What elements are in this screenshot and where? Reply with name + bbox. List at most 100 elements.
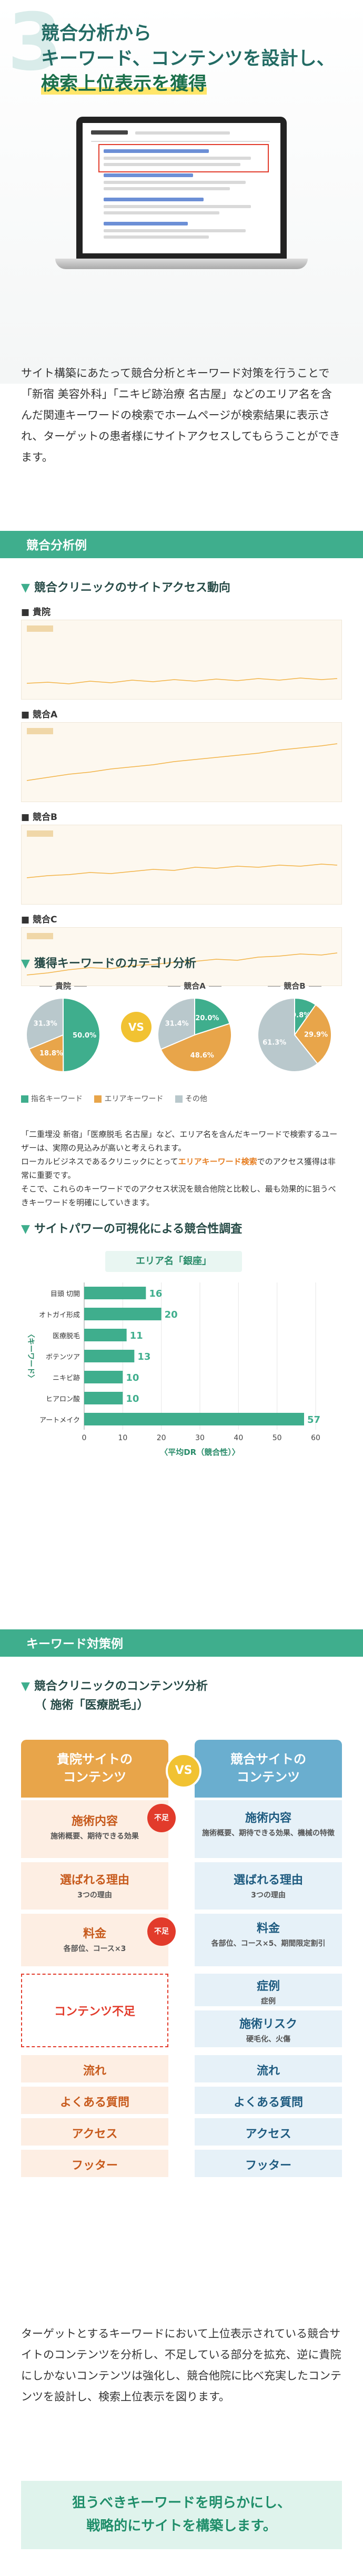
access-graph [26,728,338,781]
subhead-treatment: （ 施術「医療脱毛」） [35,1699,149,1712]
pie-slice-other [257,997,318,1072]
graph-competitor-b: ■ 競合B [21,809,342,905]
subhead-site-power: ▼ サイトパワーの可視化による競合性調査 [21,1223,243,1236]
bar-value-label: 10 [126,1393,139,1404]
pie-slice-label: 9.8% [291,1011,310,1019]
competitor-item: アクセス [195,2118,342,2146]
graph-competitor-c: ■ 競合C [21,912,342,986]
competitor-item: 施術リスク 硬毛化、火傷 [195,2010,342,2047]
bar [84,1329,127,1341]
intro-text: サイト構築にあたって競合分析とキーワード対策を行うことで「新宿 美容外科」「ニキ… [21,367,340,464]
x-tick-label: 10 [118,1434,127,1442]
pie-own: 貴院 50.0% 18.8% 31.3% [21,980,105,1076]
y-axis-label: 〈キーワード〉 [26,1330,35,1382]
pie-slice-label: 31.3% [34,1020,57,1028]
cta-box: 狙うべきキーワードを明らかにし、 戦略的にサイトを構築します。 [21,2481,342,2549]
bar-value-label: 16 [149,1288,162,1299]
y-tick-label: 目頭 切開 [51,1290,80,1298]
subhead-content-analysis: ▼ 競合クリニックのコンテンツ分析 [21,1680,208,1693]
pie-slice-area [294,1004,332,1065]
bar-value-label: 11 [130,1330,143,1341]
y-tick-label: アートメイク [39,1417,80,1424]
search-results-mockup [83,123,280,253]
pie-slice-other [26,997,64,1050]
competitor-item: 選ばれる理由 3つの理由 [195,1862,342,1910]
section-title: 競合分析例 [26,539,87,552]
keyword-note: 「二重埋没 新宿」「医療脱毛 名古屋」など、エリア名を含んだキーワードで検索する… [21,1130,338,1207]
bar [84,1371,123,1383]
hero: 3 競合分析から キーワード、コンテンツを設計し、 検索上位表示を獲得 [0,0,363,384]
competitor-item: 流れ [195,2055,342,2082]
graph-own: ■ 貴院 [21,604,342,700]
x-tick-label: 20 [157,1434,166,1442]
own-item: 料金 各部位、コース×3 [21,1914,168,1966]
x-axis-label: 〈平均DR（競合性）〉 [160,1448,240,1457]
section-band-keyword: キーワード対策例 [0,1629,363,1657]
pie-slice-area [160,1023,232,1072]
section-band-competitor: 競合分析例 [0,531,363,558]
y-tick-label: ニキビ跡 [53,1374,80,1382]
outro-text: ターゲットとするキーワードにおいて上位表示されている競合サイトのコンテンツを分析… [21,2327,341,2403]
bar-value-label: 13 [137,1351,150,1362]
pie-legend: 指名キーワード エリアキーワード その他 [21,1093,342,1104]
own-item: 流れ [21,2055,168,2082]
graph-competitor-a: ■ 競合A [21,707,342,802]
pie-slice-label: 61.3% [263,1039,286,1046]
x-tick-label: 50 [273,1434,282,1442]
competitor-item: よくある質問 [195,2087,342,2114]
pie-slice-label: 50.0% [73,1032,96,1040]
bar [84,1392,123,1404]
x-tick-label: 60 [311,1434,320,1442]
pie-slice-brand [194,997,230,1036]
own-item: フッター [21,2150,168,2177]
area-tag: エリア名「銀座」 [105,1251,242,1272]
y-tick-label: ボテンツア [46,1353,80,1361]
x-tick-label: 40 [234,1434,243,1442]
bar-value-label: 57 [307,1414,320,1425]
x-tick-label: 30 [195,1434,205,1442]
bar [84,1413,304,1425]
bar-value-label: 20 [165,1309,178,1320]
shortage-badge: 不足 [147,1917,176,1946]
competitor-item: 症例 症例 [195,1974,342,2006]
own-item: アクセス [21,2118,168,2146]
pie-slice-area [28,1034,64,1073]
competitor-item: 料金 各部位、コース×5、期間限定割引 [195,1914,342,1966]
pie-slice-label: 48.6% [190,1052,214,1060]
pie-slice-other [157,997,195,1050]
subhead-access-trend: ▼ 競合クリニックのサイトアクセス動向 [21,581,230,594]
y-tick-label: オトガイ形成 [39,1311,80,1319]
own-item: よくある質問 [21,2087,168,2114]
own-content-head: 貴院サイトの コンテンツ [21,1740,168,1798]
pie-slice-label: 18.8% [39,1050,63,1058]
bar [84,1287,146,1299]
y-tick-label: 医療脱毛 [53,1332,80,1340]
pie-competitor-a: 競合A 20.0% 48.6% 31.4% [153,980,237,1076]
laptop-illustration [55,117,308,290]
access-graph [26,830,338,878]
vs-badge: VS [166,1753,201,1789]
section-title: キーワード対策例 [26,1637,123,1651]
bar [84,1308,162,1320]
competitor-item: 施術内容 施術概要、期待できる効果、機械の特徴 [195,1800,342,1858]
own-item: 施術内容 施術概要、期待できる効果 [21,1800,168,1858]
pie-slice-brand [63,997,101,1073]
pie-slice-label: 31.4% [165,1020,189,1028]
access-graph [26,625,338,684]
pie-competitor-b: 競合B 9.8% 29.9% 61.3% [253,980,337,1076]
hero-title: 競合分析から キーワード、コンテンツを設計し、 検索上位表示を獲得 [41,23,335,95]
pie-slice-label: 20.0% [195,1014,219,1022]
competitor-content-head: 競合サイトの コンテンツ [195,1740,342,1798]
pie-charts: 貴院 50.0% 18.8% 31.3% VS 競合A 20.0% 48.6% 31.4… [21,980,342,1080]
bar-chart-section: エリア名「銀座」 0 10 20 30 40 50 60 目頭 切開 16 オトガイ形成 20 医療脱… [21,1251,342,1477]
bar [84,1350,135,1362]
own-item-missing: コンテンツ不足 [21,1974,168,2047]
x-tick-label: 0 [82,1434,87,1442]
own-item: 選ばれる理由 3つの理由 [21,1862,168,1910]
bar-chart: 0 10 20 30 40 50 60 目頭 切開 16 オトガイ形成 20 医療脱毛 11 ボテンツア 1… [26,1282,320,1457]
pie-slice-label: 29.9% [304,1031,328,1039]
bar-value-label: 10 [126,1372,139,1383]
access-graph [26,933,338,976]
shortage-badge: 不足 [147,1804,176,1832]
